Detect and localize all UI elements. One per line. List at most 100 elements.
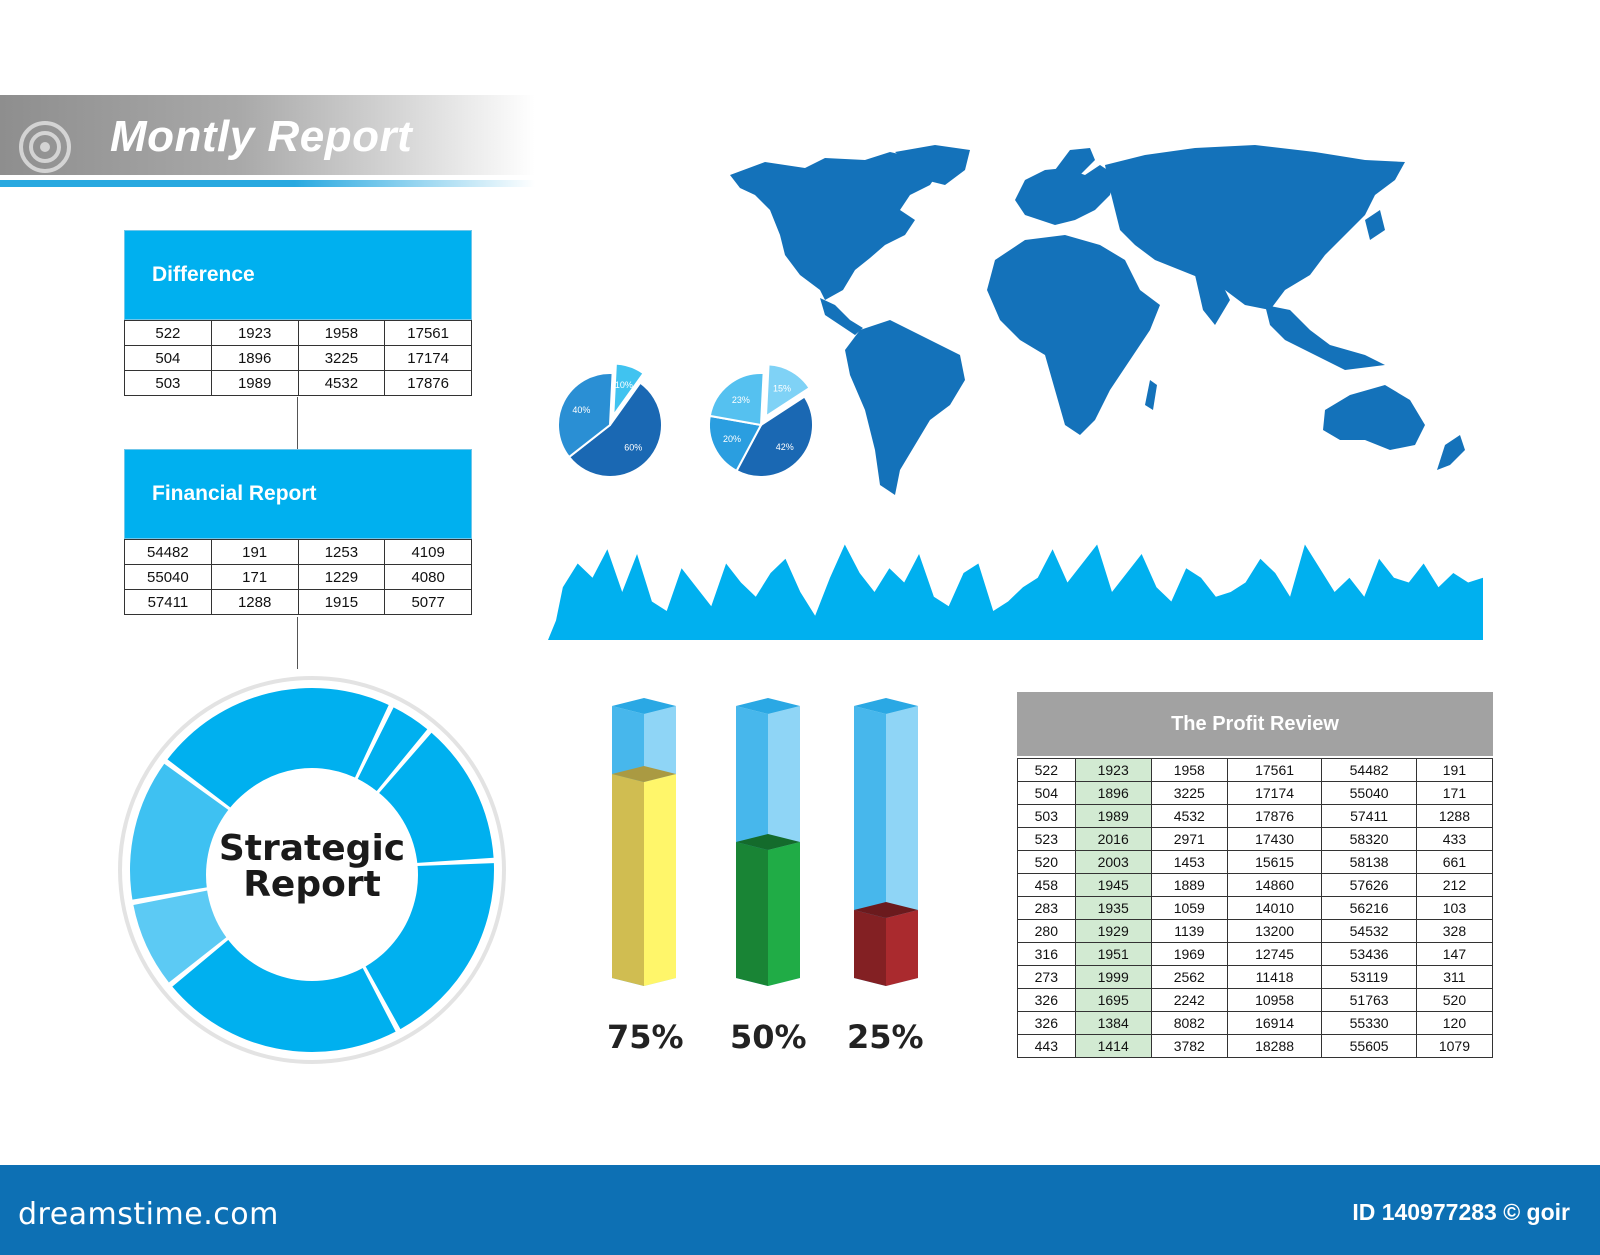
financial-table: Financial Report 54482 191 1253 4109 55040 17… [124,449,472,615]
table-cell: 171 [210,564,299,590]
table-cell: 1945 [1074,873,1152,897]
financial-title: Financial Report [124,449,472,539]
table-cell: 12745 [1226,942,1323,966]
central-america-shape [820,298,863,335]
greenland-shape [895,145,970,185]
table-cell: 51763 [1321,988,1417,1012]
table-cell: 1896 [1074,781,1152,805]
connector-line [297,397,298,449]
pie-slice [567,381,663,478]
table-cell: 17561 [384,320,472,346]
table-cell: 280 [1017,919,1076,943]
bar-label-3: 25% [847,1018,924,1056]
table-cell: 1935 [1074,896,1152,920]
donut-center [206,769,418,981]
table-cell: 520 [1415,988,1494,1012]
table-cell: 520 [1017,850,1076,874]
table-cell: 3225 [1150,781,1228,805]
table-row: 504 1896 3225 17174 55040 171 [1017,781,1494,805]
bar-fill-right [644,774,676,986]
table-cell: 1288 [1415,804,1494,828]
donut-segment [130,763,230,900]
table-cell: 503 [1017,804,1076,828]
table-row: 503 1989 4532 17876 57411 1288 [1017,804,1494,828]
asia-shape [1105,145,1405,310]
bar-fill-left [854,910,886,986]
profit-title: The Profit Review [1017,692,1493,756]
table-cell: 4109 [384,539,472,565]
bar-tube-cap [736,698,800,714]
table-row: 443 1414 3782 18288 55605 1079 [1017,1034,1494,1058]
donut-segment [357,707,428,792]
table-cell: 16914 [1226,1011,1323,1035]
table-cell: 1079 [1415,1034,1494,1058]
table-row: 326 1695 2242 10958 51763 520 [1017,988,1494,1012]
table-row: 57411 1288 1915 5077 [124,589,472,615]
table-cell: 1989 [210,370,299,396]
donut-segment [133,889,232,983]
table-cell: 273 [1017,965,1076,989]
pie-slice-label: 42% [776,442,794,452]
table-cell: 11418 [1226,965,1323,989]
table-cell: 10958 [1226,988,1323,1012]
table-cell: 191 [210,539,299,565]
table-cell: 1951 [1074,942,1152,966]
area-series [548,544,1483,640]
pie-slice-label: 20% [723,434,741,444]
strategic-label-line1: Strategic [219,828,405,869]
table-cell: 1958 [297,320,386,346]
table-row: 283 1935 1059 14010 56216 103 [1017,896,1494,920]
table-cell: 14860 [1226,873,1323,897]
bar-label-2: 50% [730,1018,807,1056]
table-cell: 326 [1017,988,1076,1012]
table-cell: 17561 [1226,758,1323,782]
table-cell: 1923 [1074,758,1152,782]
japan-shape [1365,210,1385,240]
pie-slice-label: 23% [732,395,750,405]
table-cell: 1453 [1150,850,1228,874]
bar-tube-cap [854,698,918,714]
table-cell: 55040 [124,564,212,590]
title-underline [0,180,535,187]
table-cell: 1059 [1150,896,1228,920]
footer-site[interactable]: dreamstime.com [18,1197,279,1232]
table-cell: 523 [1017,827,1076,851]
table-cell: 2003 [1074,850,1152,874]
table-cell: 14010 [1226,896,1323,920]
table-cell: 15615 [1226,850,1323,874]
table-cell: 17876 [384,370,472,396]
table-cell: 17430 [1226,827,1323,851]
connector-line [297,617,298,669]
table-cell: 283 [1017,896,1076,920]
north-america-shape [730,152,940,300]
table-cell: 1229 [297,564,386,590]
table-cell: 1889 [1150,873,1228,897]
table-row: 273 1999 2562 11418 53119 311 [1017,965,1494,989]
pie-slice-label: 10% [615,380,633,390]
bar-fill-left [736,842,768,986]
pie-slice-label: 15% [773,383,791,393]
table-cell: 191 [1415,758,1494,782]
table-cell: 17876 [1226,804,1323,828]
difference-title: Difference [124,230,472,320]
table-cell: 311 [1415,965,1494,989]
pie-slice [612,362,645,419]
africa-shape [987,235,1160,435]
table-cell: 522 [124,320,212,346]
table-cell: 1958 [1150,758,1228,782]
title-banner [0,95,535,175]
table-cell: 504 [1017,781,1076,805]
table-cell: 103 [1415,896,1494,920]
table-cell: 57411 [1321,804,1417,828]
pie-slice [708,414,763,473]
footer-id: ID 140977283 © goir [1352,1199,1570,1225]
table-row: 520 2003 1453 15615 58138 661 [1017,850,1494,874]
table-cell: 316 [1017,942,1076,966]
table-cell: 504 [124,345,212,371]
table-cell: 4080 [384,564,472,590]
table-cell: 2562 [1150,965,1228,989]
table-cell: 1384 [1074,1011,1152,1035]
table-row: 503 1989 4532 17876 [124,370,472,396]
table-cell: 1989 [1074,804,1152,828]
pie-slice [708,372,765,427]
